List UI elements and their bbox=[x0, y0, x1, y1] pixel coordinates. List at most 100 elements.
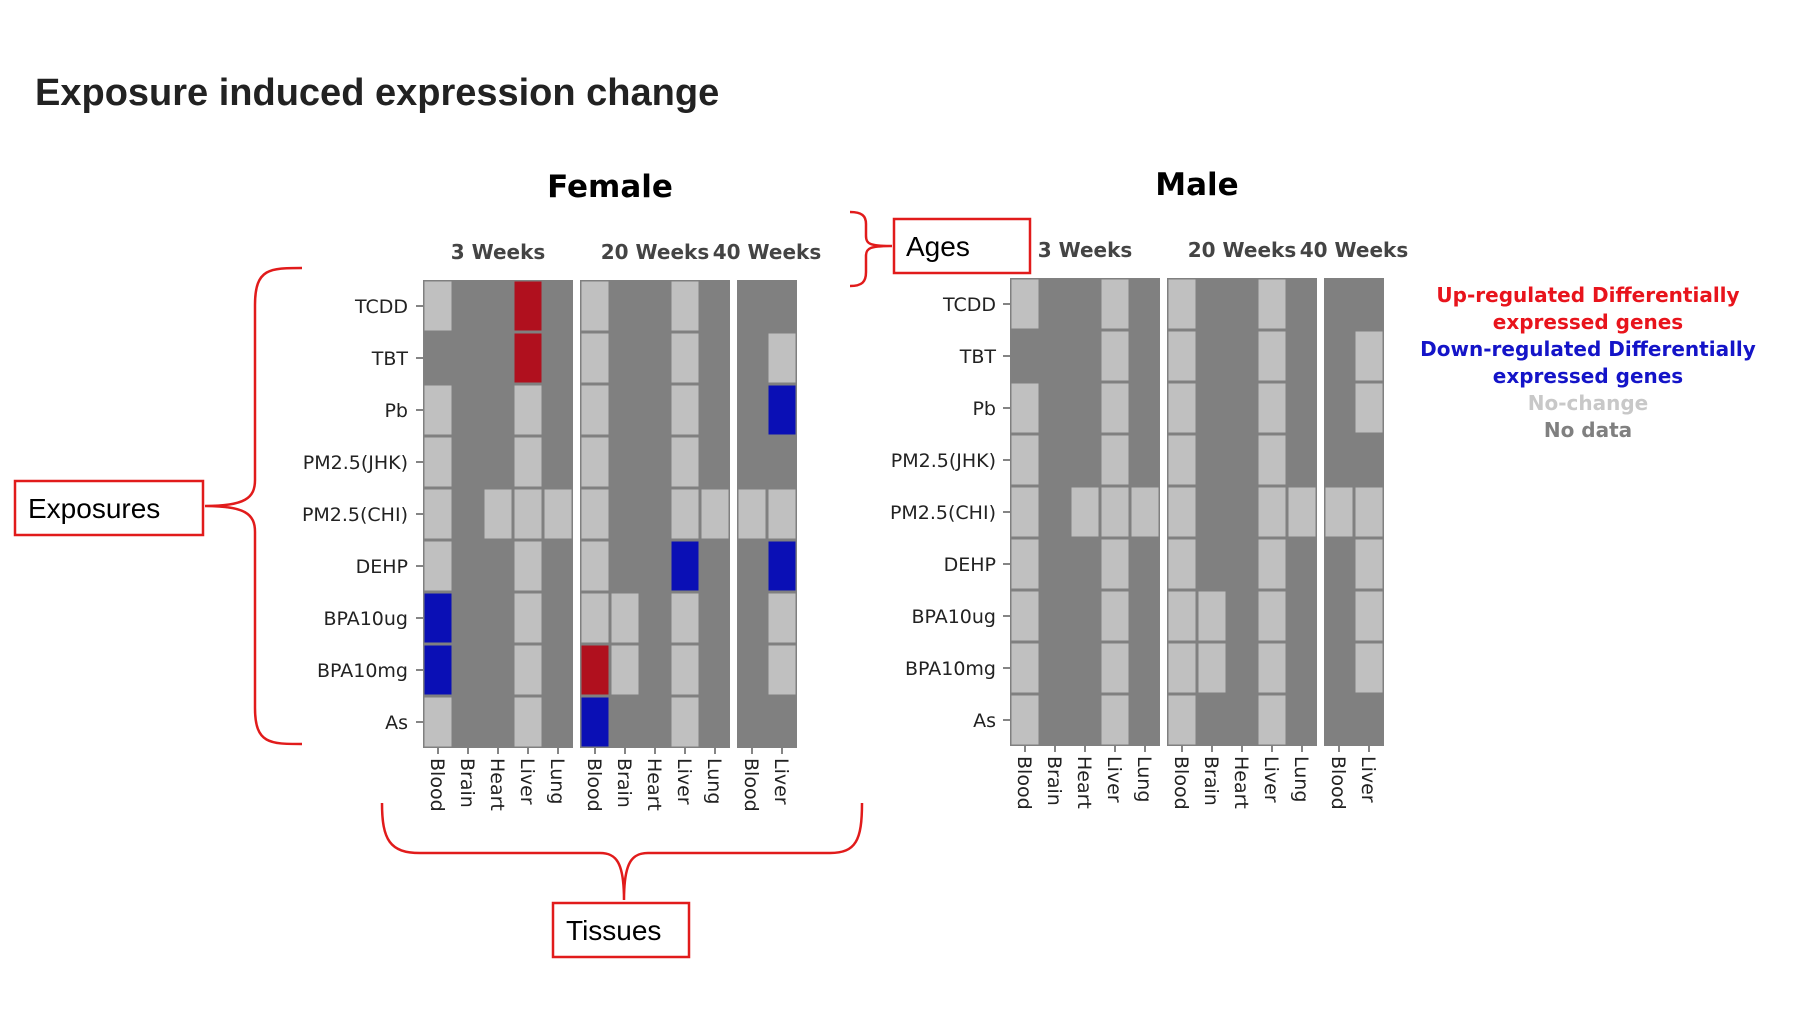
heatmap-cell-pm2-5-jhk-liver-no-change bbox=[1101, 435, 1129, 485]
heatmap-cell-tbt-liver-no-change bbox=[1355, 331, 1383, 381]
heatmap-cell-pm2-5-chi-lung-no-change bbox=[1288, 487, 1316, 537]
legend-text: No data bbox=[1544, 418, 1632, 442]
exposure-label: TCDD bbox=[942, 294, 996, 316]
heatmap-cell-bpa10ug-blood-no-change bbox=[1011, 591, 1039, 641]
exposure-label: DEHP bbox=[944, 554, 996, 576]
tissue-label: Liver bbox=[673, 758, 695, 805]
legend-text: Up-regulated Differentially bbox=[1436, 283, 1739, 307]
legend-text: No-change bbox=[1528, 391, 1649, 415]
heatmap-cell-pm2-5-chi-lung-no-change bbox=[701, 489, 729, 539]
tissue-label: Blood bbox=[1013, 756, 1035, 810]
panel-title: Male bbox=[1155, 167, 1238, 203]
tissue-label: Lung bbox=[546, 758, 568, 804]
heatmap-cell-pm2-5-jhk-liver-no-change bbox=[671, 437, 699, 487]
tissue-label: Brain bbox=[456, 758, 478, 808]
heatmap-cell-as-liver-no-change bbox=[514, 697, 542, 747]
tissue-label: Lung bbox=[703, 758, 725, 804]
heatmap-cell-bpa10mg-blood-no-change bbox=[1011, 643, 1039, 693]
exposures-brace bbox=[204, 266, 303, 746]
exposure-label: As bbox=[973, 710, 996, 732]
tissue-label: Heart bbox=[1230, 756, 1252, 809]
heatmap-cell-bpa10ug-blood-down bbox=[424, 593, 452, 643]
age-label: 40 Weeks bbox=[1300, 238, 1408, 262]
tissue-label: Liver bbox=[1357, 756, 1379, 803]
heatmap-cell-pb-liver-no-change bbox=[671, 385, 699, 435]
heatmap-cell-as-liver-no-change bbox=[1258, 695, 1286, 745]
legend-text: Down-regulated Differentially bbox=[1420, 337, 1756, 361]
exposure-label: BPA10mg bbox=[317, 660, 408, 682]
annotations: Exposures Ages Tissues bbox=[13, 210, 1032, 959]
heatmap-cell-tbt-blood-no-change bbox=[1168, 331, 1196, 381]
legend-item: No data bbox=[1544, 418, 1632, 442]
heatmap-cell-bpa10mg-brain-no-change bbox=[611, 645, 639, 695]
ages-annotation-box bbox=[892, 217, 1032, 275]
age-group-3-weeks: 3 Weeks Blood Brain Heart Liver Lung bbox=[1010, 238, 1160, 810]
heatmap-cell-pb-liver-down bbox=[768, 385, 796, 435]
heatmap-cell-pb-liver-no-change bbox=[1258, 383, 1286, 433]
heatmap-cell-pm2-5-chi-blood-no-change bbox=[738, 489, 766, 539]
heatmap-cell-pm2-5-chi-heart-no-change bbox=[1071, 487, 1099, 537]
heatmap-cell-bpa10ug-blood-no-change bbox=[581, 593, 609, 643]
age-group-40-weeks: 40 Weeks Blood Liver bbox=[1300, 238, 1408, 810]
heatmap-cell-dehp-liver-no-change bbox=[1258, 539, 1286, 589]
heatmap-cell-dehp-liver-no-change bbox=[1101, 539, 1129, 589]
heatmap-cell-as-liver-no-change bbox=[671, 697, 699, 747]
heatmap-cell-bpa10ug-liver-no-change bbox=[671, 593, 699, 643]
heatmap-cell-as-liver-no-change bbox=[1101, 695, 1129, 745]
heatmap-cell-bpa10ug-liver-no-change bbox=[1355, 591, 1383, 641]
heatmap-cell-tbt-liver-no-change bbox=[1258, 331, 1286, 381]
tissue-label: Liver bbox=[1260, 756, 1282, 803]
heatmap-cell-bpa10mg-blood-up bbox=[581, 645, 609, 695]
tissue-label: Liver bbox=[516, 758, 538, 805]
heatmap-cell-bpa10ug-liver-no-change bbox=[768, 593, 796, 643]
heatmap-cell-pm2-5-jhk-blood-no-change bbox=[1011, 435, 1039, 485]
heatmap-cell-tcdd-liver-no-change bbox=[1101, 279, 1129, 329]
exposure-label: TBT bbox=[959, 346, 997, 368]
tissues-annotation: Tissues bbox=[566, 915, 661, 946]
tissue-label: Brain bbox=[1200, 756, 1222, 806]
tissue-label: Heart bbox=[643, 758, 665, 811]
heatmap-cell-bpa10mg-blood-down bbox=[424, 645, 452, 695]
heatmap-cell-pm2-5-chi-blood-no-change bbox=[1325, 487, 1353, 537]
heatmap-cell-tcdd-liver-no-change bbox=[671, 281, 699, 331]
legend-item: Up-regulated Differentially expressed gen… bbox=[1436, 283, 1739, 334]
exposure-label: TCDD bbox=[354, 296, 408, 318]
heatmap-cell-pb-liver-no-change bbox=[1101, 383, 1129, 433]
heatmap-cell-dehp-liver-no-change bbox=[514, 541, 542, 591]
age-label: 3 Weeks bbox=[1038, 238, 1133, 262]
legend-text: expressed genes bbox=[1493, 364, 1683, 388]
exposure-label: BPA10ug bbox=[323, 608, 408, 630]
panel-male: 3 Weeks Blood Brain Heart Liver Lung 20 Weeks B… bbox=[890, 167, 1408, 810]
exposure-label: BPA10ug bbox=[911, 606, 996, 628]
heatmap-cell-tbt-blood-no-change bbox=[581, 333, 609, 383]
tissue-label: Blood bbox=[740, 758, 762, 812]
tissue-label: Blood bbox=[426, 758, 448, 812]
heatmap-cell-dehp-liver-no-change bbox=[1355, 539, 1383, 589]
tissue-label: Liver bbox=[770, 758, 792, 805]
heatmap-cell-bpa10mg-blood-no-change bbox=[1168, 643, 1196, 693]
heatmap-cell-pm2-5-chi-heart-no-change bbox=[484, 489, 512, 539]
heatmap-cell-tbt-liver-no-change bbox=[1101, 331, 1129, 381]
exposure-label: PM2.5(JHK) bbox=[891, 450, 996, 472]
heatmap-panels: 3 Weeks Blood Brain Heart Liver Lung 20 Weeks B… bbox=[302, 167, 1408, 812]
heatmap-cell-bpa10ug-liver-no-change bbox=[514, 593, 542, 643]
heatmap-cell-dehp-blood-no-change bbox=[1168, 539, 1196, 589]
heatmap-cell-pm2-5-chi-liver-no-change bbox=[514, 489, 542, 539]
heatmap-cell-as-blood-no-change bbox=[1011, 695, 1039, 745]
heatmap-cell-tcdd-blood-no-change bbox=[424, 281, 452, 331]
heatmap-cell-pb-liver-no-change bbox=[1355, 383, 1383, 433]
heatmap-cell-dehp-blood-no-change bbox=[424, 541, 452, 591]
heatmap-cell-as-blood-no-change bbox=[424, 697, 452, 747]
heatmap-cell-tcdd-liver-no-change bbox=[1258, 279, 1286, 329]
heatmap-cell-pm2-5-chi-blood-no-change bbox=[424, 489, 452, 539]
exposure-label: TBT bbox=[371, 348, 409, 370]
heatmap-cell-pb-blood-no-change bbox=[1011, 383, 1039, 433]
ages-brace bbox=[849, 210, 893, 288]
panel-female: 3 Weeks Blood Brain Heart Liver Lung 20 Weeks B… bbox=[302, 169, 821, 812]
tissue-label: Brain bbox=[1043, 756, 1065, 806]
tissues-annotation-box bbox=[551, 901, 691, 959]
heatmap-cell-pm2-5-jhk-blood-no-change bbox=[1168, 435, 1196, 485]
exposure-label: As bbox=[385, 712, 408, 734]
heatmap-cell-pm2-5-jhk-blood-no-change bbox=[424, 437, 452, 487]
